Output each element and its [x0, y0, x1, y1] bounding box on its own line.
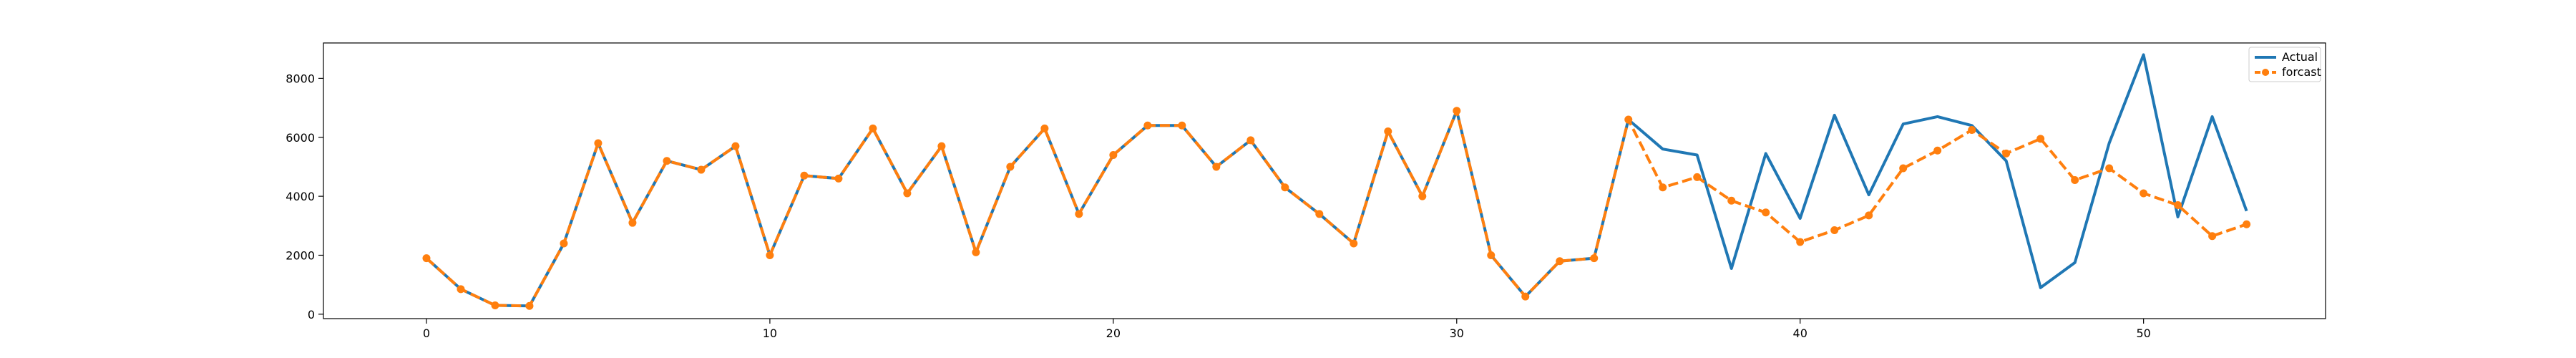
series-point-forcast — [1384, 127, 1392, 136]
series-point-forcast — [1590, 254, 1599, 263]
series-point-forcast — [766, 251, 774, 259]
series-point-forcast — [1968, 125, 1976, 134]
series-point-forcast — [1727, 196, 1736, 205]
series-point-forcast — [972, 248, 980, 256]
series-group — [422, 53, 2251, 310]
series-point-forcast — [1830, 226, 1839, 234]
legend-marker-forcast — [2262, 69, 2269, 76]
series-point-forcast — [560, 239, 568, 248]
x-tick-label: 20 — [1106, 326, 1121, 340]
series-point-forcast — [1865, 211, 1873, 220]
series-point-forcast — [1521, 292, 1530, 301]
series-point-forcast — [937, 142, 946, 150]
series-point-forcast — [594, 139, 602, 147]
y-tick-label: 0 — [308, 308, 315, 321]
series-line-forcast — [425, 109, 2248, 308]
series-point-forcast — [2208, 232, 2217, 241]
series-point-forcast — [800, 171, 809, 180]
series-point-forcast — [628, 218, 637, 227]
series-point-forcast — [1624, 115, 1633, 124]
series-point-forcast — [1109, 150, 1118, 159]
series-point-forcast — [731, 142, 740, 150]
series-point-forcast — [1659, 183, 1667, 192]
series-point-forcast — [2036, 135, 2045, 143]
y-tick-label: 6000 — [286, 131, 315, 145]
series-point-forcast — [1933, 146, 1942, 155]
series-point-forcast — [2105, 164, 2114, 173]
series-point-forcast — [1040, 124, 1049, 132]
series-point-forcast — [1796, 238, 1805, 246]
y-tick-label: 4000 — [286, 190, 315, 203]
legend-label-forcast: forcast — [2282, 65, 2321, 79]
series-point-forcast — [663, 157, 671, 165]
x-tick-label: 10 — [763, 326, 777, 340]
legend-label-actual: Actual — [2282, 50, 2318, 64]
series-point-forcast — [1350, 239, 1358, 248]
series-point-forcast — [903, 189, 912, 198]
series-point-forcast — [2140, 189, 2148, 198]
x-tick-label: 40 — [1793, 326, 1807, 340]
y-tick-label: 8000 — [286, 72, 315, 85]
series-point-forcast — [697, 165, 706, 174]
series-point-forcast — [1556, 257, 1564, 266]
series-point-forcast — [2243, 220, 2251, 228]
series-point-forcast — [1315, 210, 1324, 218]
plot-frame — [323, 42, 2326, 319]
x-tick-label: 50 — [2136, 326, 2150, 340]
series-point-forcast — [1143, 121, 1152, 130]
series-point-forcast — [1281, 183, 1289, 192]
series-point-forcast — [1178, 121, 1186, 130]
series-point-forcast — [1075, 210, 1083, 218]
series-point-forcast — [1487, 251, 1496, 259]
series-point-forcast — [1899, 164, 1908, 173]
series-point-forcast — [2174, 200, 2182, 209]
x-tick-label: 30 — [1450, 326, 1464, 340]
x-tick-label: 0 — [423, 326, 430, 340]
series-point-forcast — [1693, 173, 1702, 181]
series-point-forcast — [1212, 163, 1221, 171]
series-point-forcast — [2071, 175, 2079, 184]
series-point-forcast — [1762, 208, 1770, 217]
axes: 0 10 20 30 40 50 0 2000 4000 6000 8000 — [286, 42, 2326, 340]
series-point-forcast — [1418, 192, 1427, 200]
y-tick-label: 2000 — [286, 248, 315, 262]
series-point-forcast — [1246, 136, 1255, 145]
series-point-forcast — [457, 285, 465, 294]
series-point-forcast — [869, 124, 877, 132]
series-point-forcast — [1006, 163, 1015, 171]
series-point-forcast — [525, 301, 534, 310]
series-point-forcast — [491, 301, 499, 309]
series-point-forcast — [2002, 149, 2011, 158]
series-point-forcast — [834, 174, 843, 183]
series-point-forcast — [1453, 107, 1461, 115]
series-point-forcast — [422, 254, 431, 263]
